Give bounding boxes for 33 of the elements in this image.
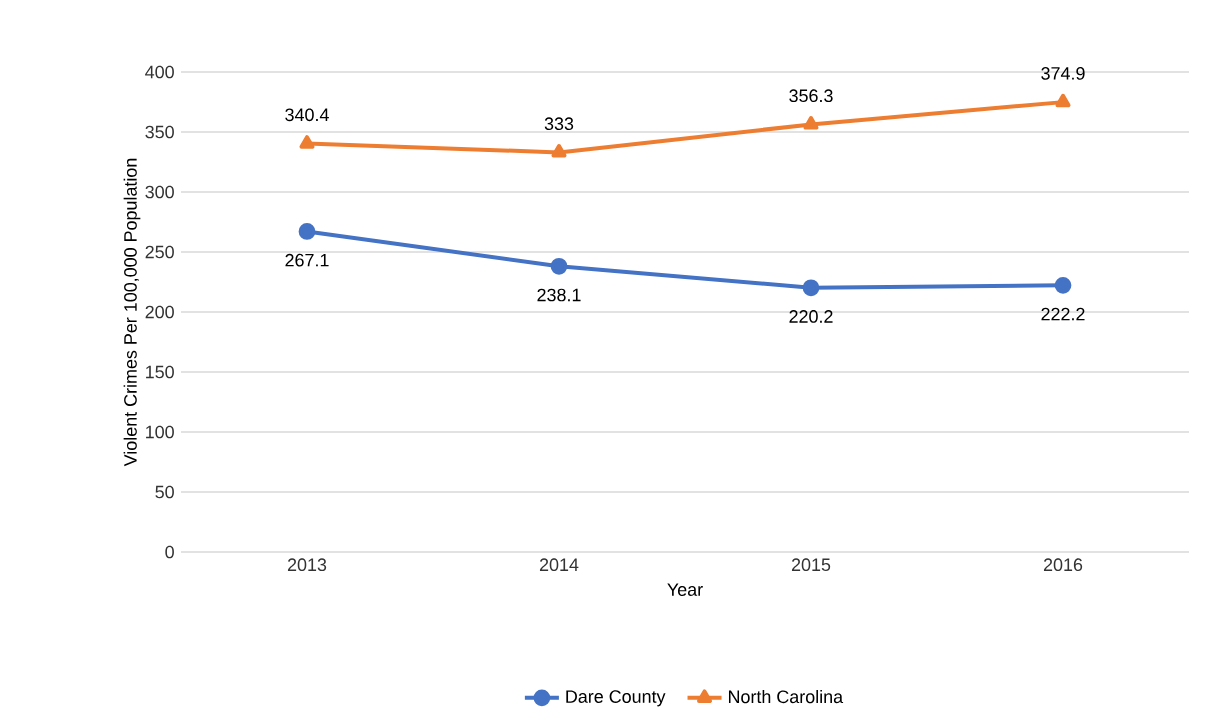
- x-tick-label: 2014: [539, 558, 579, 572]
- x-tick-label: 2015: [791, 558, 831, 572]
- legend-label: North Carolina: [728, 689, 844, 704]
- point: [803, 116, 819, 130]
- data-label: 374.9: [1041, 67, 1085, 80]
- data-label: 340.4: [285, 108, 329, 122]
- y-tick-label: 200: [145, 305, 174, 319]
- point: [550, 257, 568, 275]
- data-label: 238.1: [537, 288, 581, 302]
- data-label: 222.2: [1041, 307, 1085, 321]
- y-tick-label: 250: [145, 245, 174, 259]
- y-tick-label: 400: [145, 65, 174, 79]
- x-tick-label: 2016: [1043, 558, 1083, 572]
- point: [299, 135, 315, 149]
- point: [551, 144, 567, 158]
- y-tick-label: 350: [145, 125, 174, 139]
- y-tick-label: 150: [146, 365, 174, 379]
- y-tick-label: 50: [155, 485, 174, 499]
- data-label: 220.2: [789, 310, 833, 323]
- data-label: 267.1: [285, 253, 329, 267]
- y-tick-label: 300: [145, 185, 174, 199]
- data-label: 333: [544, 117, 574, 131]
- point: [1054, 276, 1072, 294]
- point: [1055, 93, 1071, 108]
- y-axis-title: Violent Crimes Per 100,000 Population: [123, 158, 141, 467]
- legend-label: Dare County: [566, 690, 666, 707]
- y-tick-label: 0: [165, 545, 174, 559]
- point: [802, 279, 820, 297]
- point: [298, 223, 316, 240]
- x-axis-title: Year: [667, 583, 703, 596]
- x-tick-label: 2013: [287, 558, 327, 572]
- y-tick-label: 100: [146, 425, 174, 439]
- data-label: 356.3: [789, 89, 833, 103]
